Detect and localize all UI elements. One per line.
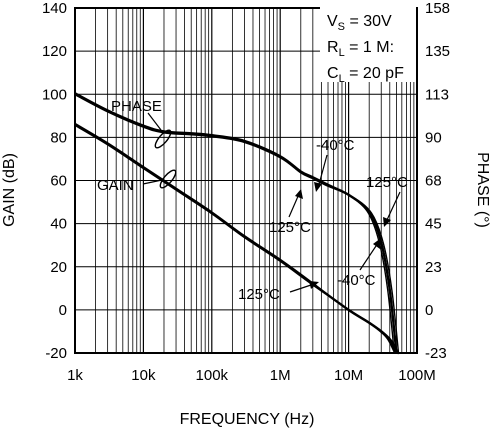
cl-sub: L xyxy=(339,73,345,85)
gain-curve xyxy=(74,124,400,355)
y-tick-label: 120 xyxy=(42,43,67,60)
y2-tick-label: 158 xyxy=(425,0,450,17)
condition-cl: CL = 20 pF xyxy=(327,65,404,85)
gain-hot-arrowhead xyxy=(309,281,319,289)
gain-cold-arrowhead xyxy=(373,238,381,249)
condition-vs: VS = 30V xyxy=(327,13,392,33)
x-tick-label: 10M xyxy=(334,367,363,384)
y-tick-label: 40 xyxy=(50,216,67,233)
y-axis-title: GAIN (dB) xyxy=(1,153,18,227)
gain-label-leader xyxy=(142,179,163,185)
grid-lines xyxy=(74,7,417,354)
x-axis-title: FREQUENCY (Hz) xyxy=(180,411,315,428)
phase-curve xyxy=(74,92,398,354)
y2-tick-label: -23 xyxy=(425,345,447,362)
y-tick-label: -20 xyxy=(45,345,67,362)
y2-axis-title: PHASE (°) xyxy=(474,152,490,228)
phase-hot-arrowhead xyxy=(295,189,303,199)
phase-hot-arrow xyxy=(288,193,300,218)
phase-label-leader xyxy=(147,112,162,131)
condition-rl: RL = 1 M: xyxy=(327,39,394,59)
rl-main: R xyxy=(327,39,339,56)
y2-tick-label: 113 xyxy=(425,86,449,103)
y2-tick-label: 23 xyxy=(425,259,442,276)
phase-curve xyxy=(74,94,400,355)
phase-hot-label: 125°C xyxy=(269,219,311,236)
vs-main: V xyxy=(327,13,338,30)
x-tick-label: 100k xyxy=(196,367,229,384)
x-tick-label: 10k xyxy=(131,367,156,384)
vs-sub: S xyxy=(338,21,345,33)
gain-hot-arrow xyxy=(289,283,315,293)
x-tick-label: 100M xyxy=(398,367,436,384)
gain-curve-label: GAIN xyxy=(97,177,134,194)
phase-cold-arrowhead xyxy=(314,182,322,192)
plot-frame xyxy=(74,7,418,354)
cl-rest: = 20 pF xyxy=(345,65,404,82)
y-tick-label: 20 xyxy=(50,259,67,276)
y-tick-label: 100 xyxy=(42,86,67,103)
y2-tick-label: 68 xyxy=(425,173,442,190)
phase-cold-label: -40°C xyxy=(316,137,355,154)
phase-hot-hf-arrowhead xyxy=(383,217,391,227)
phase-label-ellipse xyxy=(154,129,172,149)
cl-main: C xyxy=(327,65,339,82)
x-tick-label: 1M xyxy=(270,367,291,384)
y-tick-label: 80 xyxy=(50,129,67,146)
gain-hot-label: 125°C xyxy=(238,286,280,303)
curve-annotations: PHASE GAIN -40°C 125°C 125°C 125°C -40°C xyxy=(97,98,408,303)
y2-tick-label: 45 xyxy=(425,216,442,233)
x-tick-label: 1k xyxy=(67,367,83,384)
phase-hot-hf-label: 125°C xyxy=(366,174,408,191)
tick-labels: -20 0 20 40 60 80 100 120 140 -23 0 23 45 68 90 113 135 1… xyxy=(42,0,450,384)
gain-cold-label: -40°C xyxy=(337,272,376,289)
rl-sub: L xyxy=(339,47,345,59)
phase-cold-arrow xyxy=(317,154,328,189)
curves xyxy=(74,92,400,355)
phase-hot-hf-arrow xyxy=(385,191,401,223)
y-tick-label: 60 xyxy=(50,173,67,190)
y2-tick-label: 135 xyxy=(425,43,450,60)
phase-curve-label: PHASE xyxy=(111,98,162,115)
gain-label-ellipse xyxy=(159,169,177,189)
y-tick-label: 0 xyxy=(59,302,67,319)
rl-rest: = 1 M: xyxy=(345,39,394,56)
y2-tick-label: 90 xyxy=(425,129,442,146)
gain-cold-arrow xyxy=(359,242,379,271)
y2-tick-label: 0 xyxy=(425,302,433,319)
conditions-box: VS = 30V RL = 1 M: CL = 20 pF xyxy=(320,4,416,85)
vs-rest: = 30V xyxy=(345,13,392,30)
y-tick-label: 140 xyxy=(42,0,67,17)
